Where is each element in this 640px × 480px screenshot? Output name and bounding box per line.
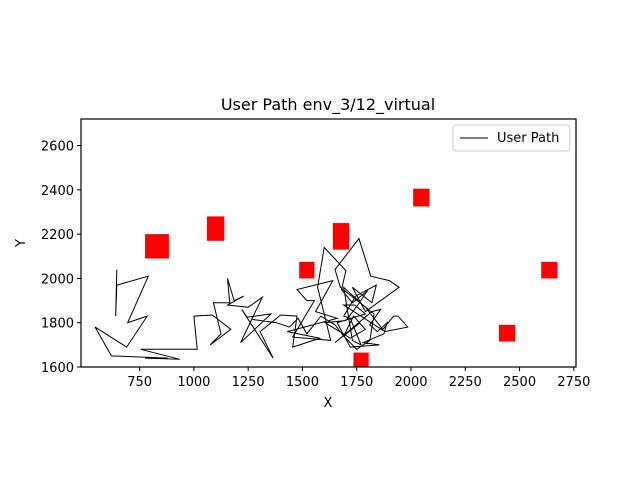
obstacle-2	[206, 216, 225, 241]
obstacle-7	[498, 324, 516, 342]
x-tick-label-2500: 2500	[503, 375, 536, 390]
legend: User Path	[452, 124, 571, 152]
y-axis-label: Y	[14, 239, 29, 248]
x-tick-label-1250: 1250	[232, 375, 265, 390]
y-tick-label-2400: 2400	[41, 184, 74, 199]
obstacle-8	[353, 352, 369, 367]
x-tick-label-1500: 1500	[286, 375, 319, 390]
obstacle-layer	[145, 188, 558, 367]
series-line-user-path	[94, 237, 409, 360]
x-tick-label-1000: 1000	[177, 375, 210, 390]
axes-frame	[80, 118, 577, 368]
x-axis-ticks: 750 1000 1250 1500 1750 2000 2250 2500 2750	[127, 367, 590, 390]
x-tick-label-2000: 2000	[394, 375, 427, 390]
x-tick-label-2750: 2750	[557, 375, 590, 390]
x-tick-label-1750: 1750	[340, 375, 373, 390]
x-axis-label: X	[324, 396, 333, 411]
obstacle-6	[541, 261, 558, 279]
obstacle-4	[299, 261, 315, 279]
legend-box	[452, 124, 571, 152]
y-tick-label-2600: 2600	[41, 140, 74, 155]
plot-area: 750 1000 1250 1500 1750 2000 2250 2500 2750 1600…	[41, 118, 590, 390]
y-tick-label-1600: 1600	[41, 361, 74, 376]
x-tick-label-750: 750	[127, 375, 152, 390]
y-tick-label-2000: 2000	[41, 272, 74, 287]
chart-title: User Path env_3/12_virtual	[221, 95, 435, 115]
y-axis-ticks: 1600 1800 2000 2200 2400 2600	[41, 140, 81, 376]
path-layer	[94, 237, 409, 360]
obstacle-3	[332, 223, 350, 250]
x-tick-label-2250: 2250	[449, 375, 482, 390]
y-tick-label-2200: 2200	[41, 228, 74, 243]
obstacle-5	[413, 188, 430, 207]
y-tick-label-1800: 1800	[41, 317, 74, 332]
obstacle-1	[145, 234, 169, 259]
legend-label-user-path: User Path	[497, 131, 559, 146]
